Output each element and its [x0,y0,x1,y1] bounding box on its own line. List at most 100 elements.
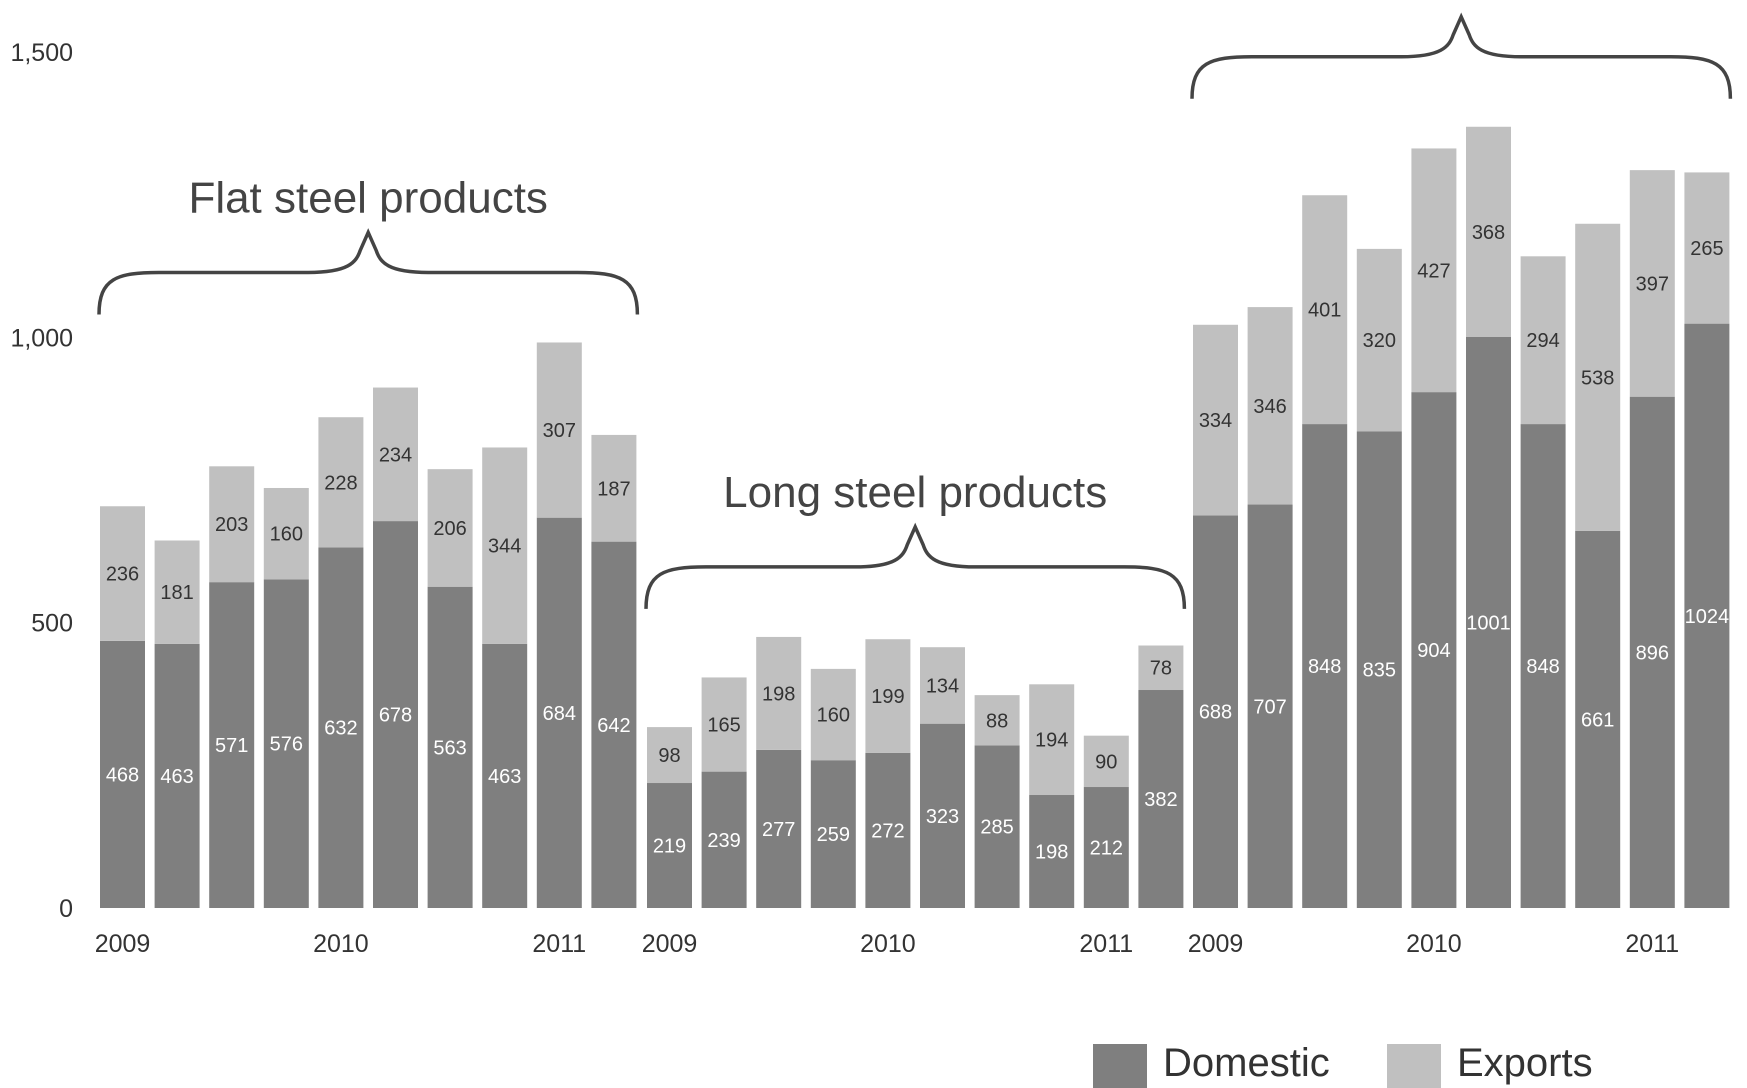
data-label-domestic: 571 [215,735,248,757]
bar-domestic [1520,424,1566,908]
y-tick-label: 0 [59,895,73,923]
legend-label-domestic: Domestic [1163,1041,1330,1085]
bar-exports [920,647,965,724]
bar-exports [810,668,856,761]
bars-layer: 468 236 463 181 571 203 576 160 632 228 678 234 563 2… [100,126,1730,909]
data-label-domestic: 198 [1035,842,1068,864]
data-label-domestic: 684 [543,703,576,725]
data-label-exports: 236 [106,564,139,586]
bar-domestic [536,517,582,908]
data-label-exports: 90 [1095,751,1117,773]
bar-exports [1411,148,1457,393]
bar-exports [756,636,802,750]
bar-exports [1356,248,1402,432]
group-titles: Flat steel products Long steel products To… [97,0,1733,609]
bar-exports [427,469,473,587]
data-label-domestic: 707 [1253,696,1286,718]
data-label-domestic: 212 [1090,838,1123,860]
legend: Domestic Exports [1093,1041,1593,1088]
y-axis: 0 500 1,000 1,500 [10,39,73,923]
x-tick-label: 2011 [532,930,586,958]
bar-domestic [756,749,802,908]
data-label-domestic: 642 [597,715,630,737]
x-tick-label: 2009 [1188,930,1244,958]
data-label-domestic: 1001 [1466,612,1511,634]
x-tick-label: 2009 [95,930,151,958]
data-label-exports: 187 [597,478,630,500]
data-label-exports: 181 [160,582,193,604]
bar-domestic [1029,795,1075,908]
y-tick-label: 1,500 [10,39,73,67]
bar-exports [701,677,747,772]
y-tick-label: 500 [31,610,73,638]
legend-swatch-exports [1387,1044,1441,1088]
bar-exports [209,466,255,583]
data-label-domestic: 323 [926,806,959,828]
bar-domestic [100,640,145,908]
group-title: Long steel products [723,468,1107,517]
data-label-domestic: 576 [270,734,303,756]
data-label-exports: 78 [1150,658,1172,680]
data-label-domestic: 835 [1363,660,1396,682]
data-label-domestic: 468 [106,764,139,786]
data-label-domestic: 904 [1417,640,1450,662]
data-label-domestic: 239 [707,830,740,852]
x-tick-label: 2010 [1406,930,1462,958]
y-tick-label: 1,000 [10,324,73,352]
bar-domestic [1575,530,1621,908]
data-label-domestic: 1024 [1685,606,1730,628]
data-label-domestic: 661 [1581,709,1614,731]
bar-domestic [1411,392,1457,909]
data-label-domestic: 896 [1636,642,1669,664]
data-label-exports: 320 [1363,330,1396,352]
bar-exports [1138,645,1184,691]
data-label-exports: 397 [1636,273,1669,295]
bar-domestic [263,579,309,908]
bar-exports [974,695,1020,746]
data-label-domestic: 848 [1308,656,1341,678]
bar-exports [647,727,692,784]
bar-exports [1575,223,1621,531]
data-label-exports: 203 [215,514,248,536]
data-label-domestic: 219 [653,836,686,858]
data-label-exports: 368 [1472,222,1505,244]
data-label-exports: 194 [1035,730,1068,752]
bar-exports [154,540,200,644]
bar-exports [482,447,528,644]
bar-exports [536,342,582,518]
data-label-domestic: 382 [1144,789,1177,811]
data-label-exports: 307 [543,420,576,442]
bar-domestic [1302,424,1348,908]
bar-exports [1193,324,1238,516]
bar-domestic [865,752,911,908]
bar-exports [1520,256,1566,425]
x-tick-label: 2010 [860,930,916,958]
data-label-exports: 234 [379,444,412,466]
bar-domestic [920,723,965,908]
data-label-domestic: 688 [1199,702,1232,724]
data-label-domestic: 848 [1526,656,1559,678]
bar-exports [1083,735,1129,788]
data-label-exports: 334 [1199,410,1232,432]
data-label-domestic: 463 [160,766,193,788]
bar-domestic [1247,504,1293,908]
data-label-domestic: 563 [433,737,466,759]
x-tick-label: 2009 [642,930,698,958]
bar-exports [373,387,418,522]
x-tick-label: 2010 [313,930,369,958]
data-label-domestic: 259 [817,824,850,846]
bar-domestic [482,643,528,908]
data-label-exports: 346 [1253,396,1286,418]
data-label-exports: 206 [433,518,466,540]
bar-domestic [1193,515,1238,908]
bar-exports [1029,684,1075,796]
bar-domestic [1629,396,1675,908]
bar-domestic [427,586,473,908]
data-label-exports: 294 [1526,330,1559,352]
data-label-exports: 538 [1581,367,1614,389]
data-label-domestic: 463 [488,766,521,788]
bar-exports [318,417,364,548]
bar-domestic [373,521,418,908]
data-label-exports: 228 [324,472,357,494]
